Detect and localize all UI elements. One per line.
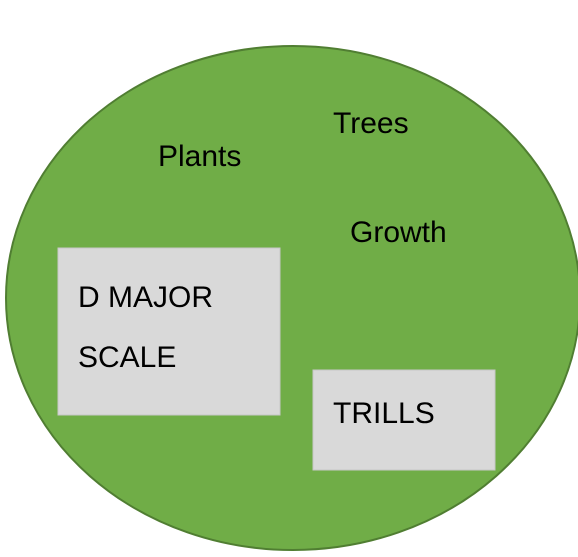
word: Growth (350, 216, 447, 249)
word: Plants (158, 140, 241, 173)
box-text: SCALE (78, 341, 176, 374)
box (57, 247, 281, 416)
word: Trees (333, 107, 409, 140)
box-text: D MAJOR (78, 281, 213, 314)
box-text: TRILLS (333, 397, 435, 430)
box (312, 369, 496, 471)
